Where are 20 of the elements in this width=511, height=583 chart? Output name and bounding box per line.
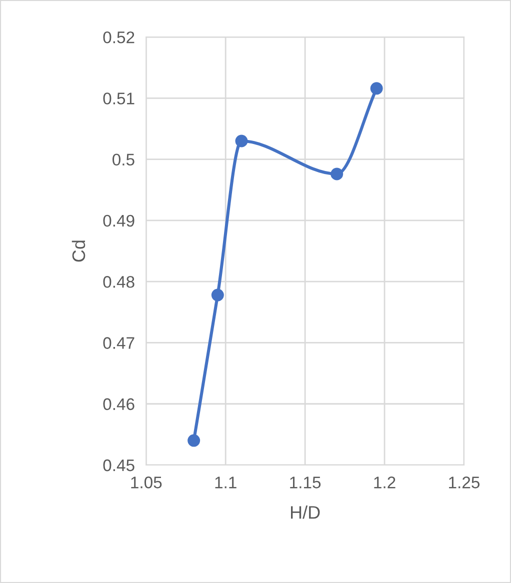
y-tick-label: 0.46 (103, 398, 134, 410)
y-axis-title: Cd (72, 240, 86, 262)
x-tick-label: 1.2 (374, 476, 396, 488)
y-tick-label: 0.51 (103, 92, 134, 104)
x-tick-label: 1.15 (290, 476, 321, 488)
x-tick-label: 1.05 (131, 476, 162, 488)
point (211, 288, 224, 302)
y-tick-label: 0.49 (103, 214, 134, 227)
point (235, 134, 248, 148)
y-tick-label: 0.5 (112, 154, 134, 166)
point (188, 434, 200, 447)
y-tick-label: 0.48 (103, 276, 134, 288)
x-tick-label: 1.25 (449, 476, 480, 488)
x-axis-title: H/D (291, 506, 320, 519)
y-tick-label: 0.47 (103, 337, 134, 349)
point (330, 168, 344, 180)
y-tick-label: 0.52 (103, 31, 134, 44)
y-tick-label: 0.45 (103, 459, 134, 472)
point (370, 82, 383, 95)
x-tick-label: 1.1 (215, 476, 236, 488)
